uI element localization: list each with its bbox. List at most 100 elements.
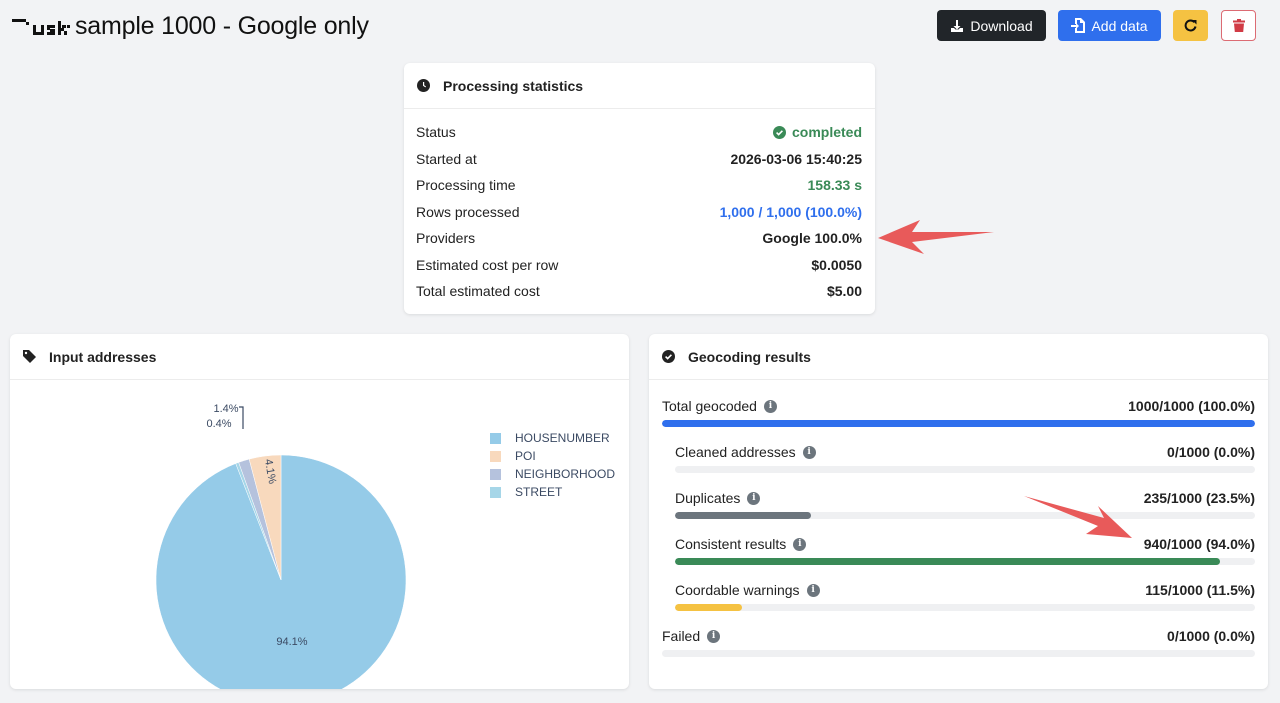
geo-row-label-text: Total geocoded (662, 398, 757, 414)
file-import-icon (1071, 18, 1086, 33)
progress-bar-fill (675, 558, 1221, 565)
info-icon[interactable]: i (763, 399, 777, 413)
page-header: sample 1000 - Google only Download Add d… (0, 0, 1280, 52)
geocoding-results-card: Geocoding results Total geocoded i 1000/… (649, 334, 1268, 689)
legend-swatch (490, 450, 501, 462)
stat-label: Rows processed (416, 204, 520, 220)
pie-label: 0.4% (206, 418, 231, 430)
annotation-arrow-providers (878, 220, 994, 254)
geo-row-label-text: Failed (662, 628, 701, 644)
geo-row-value: 0/1000 (0.0%) (1167, 628, 1255, 644)
geo-row-value: 235/1000 (23.5%) (1143, 490, 1255, 506)
stat-row-started-at: Started at 2026-03-06 15:40:25 (416, 149, 862, 169)
status-badge: completed (772, 124, 862, 140)
delete-button[interactable] (1221, 10, 1256, 41)
stat-row-providers: Providers Google 100.0% (416, 228, 862, 248)
input-addresses-card: Input addresses 94.1% 4.1% 1.4% 0.4% HOUSEN… (10, 334, 629, 689)
geo-row-duplicates: Duplicates i 235/1000 (23.5%) (675, 488, 1255, 508)
info-icon[interactable]: i (802, 445, 816, 459)
leader-line (239, 406, 244, 429)
geo-row-consistent-results: Consistent results i 940/1000 (94.0%) (675, 534, 1255, 554)
geo-row-label-text: Duplicates (675, 490, 741, 506)
stat-row-cost-per-row: Estimated cost per row $0.0050 (416, 255, 862, 275)
add-data-button[interactable]: Add data (1058, 10, 1161, 41)
progress-bar-cleaned-addresses (675, 466, 1255, 473)
stat-label: Status (416, 124, 456, 140)
geocoding-results-header: Geocoding results (649, 334, 1268, 380)
geo-row-total-geocoded: Total geocoded i 1000/1000 (100.0%) (662, 396, 1255, 416)
started-at-value: 2026-03-06 15:40:25 (730, 151, 862, 167)
stat-row-rows-processed: Rows processed 1,000 / 1,000 (100.0%) (416, 202, 862, 222)
legend-swatch (490, 468, 501, 480)
info-icon[interactable]: i (707, 629, 721, 643)
geo-row-label: Cleaned addresses i (675, 444, 816, 460)
geo-row-value: 0/1000 (0.0%) (1167, 444, 1255, 460)
legend-swatch (490, 432, 501, 444)
pie-slice-housenumber[interactable] (155, 454, 407, 689)
geo-row-label-text: Consistent results (675, 536, 787, 552)
processing-time-value: 158.33 s (807, 177, 863, 193)
legend-label: STREET (515, 485, 563, 499)
info-icon[interactable]: i (747, 491, 761, 505)
refresh-button[interactable] (1173, 10, 1208, 41)
info-icon[interactable]: i (793, 537, 807, 551)
download-button-label: Download (970, 17, 1033, 34)
geo-row-label-text: Cleaned addresses (675, 444, 796, 460)
download-button[interactable]: Download (937, 10, 1046, 41)
progress-bar-fill (662, 420, 1255, 427)
geo-row-value: 940/1000 (94.0%) (1143, 536, 1255, 552)
input-addresses-header: Input addresses (10, 334, 629, 380)
geo-row-label: Duplicates i (675, 490, 761, 506)
legend-label: HOUSENUMBER (515, 431, 610, 445)
add-data-button-label: Add data (1091, 17, 1148, 34)
geo-row-cleaned-addresses: Cleaned addresses i 0/1000 (0.0%) (675, 442, 1255, 462)
progress-bar-duplicates (675, 512, 1255, 519)
providers-value: Google 100.0% (762, 230, 862, 246)
stat-row-status: Status completed (416, 122, 862, 142)
refresh-icon (1184, 19, 1197, 32)
pie-chart: 94.1% 4.1% 1.4% 0.4% (155, 403, 407, 689)
stat-label: Providers (416, 230, 476, 246)
geo-row-label: Total geocoded i (662, 398, 777, 414)
page-title: sample 1000 - Google only (75, 12, 369, 40)
logo-icon (12, 19, 70, 35)
processing-statistics-card: Processing statistics Status completed S… (404, 63, 875, 314)
geo-row-label: Failed i (662, 628, 721, 644)
legend-label: POI (515, 449, 536, 463)
geo-row-failed: Failed i 0/1000 (0.0%) (662, 626, 1255, 646)
stat-label: Started at (416, 151, 477, 167)
progress-bar-fill (675, 604, 742, 611)
chart-legend: HOUSENUMBER POI NEIGHBORHOOD STREET (490, 429, 615, 501)
processing-statistics-title: Processing statistics (443, 77, 584, 94)
pie-label: 4.1% (262, 458, 278, 485)
stat-label: Estimated cost per row (416, 257, 559, 273)
tag-icon (23, 350, 36, 363)
pie-slice-poi[interactable] (248, 454, 282, 581)
download-icon (951, 19, 964, 32)
status-value: completed (791, 124, 862, 140)
total-cost-value: $5.00 (826, 283, 862, 299)
trash-icon (1232, 19, 1245, 32)
stat-label: Processing time (416, 177, 516, 193)
geo-row-value: 1000/1000 (100.0%) (1128, 398, 1255, 414)
input-addresses-title: Input addresses (49, 348, 157, 365)
geo-row-coordable-warnings: Coordable warnings i 115/1000 (11.5%) (675, 580, 1255, 600)
legend-item-poi[interactable]: POI (490, 447, 615, 465)
rows-processed-value: 1,000 / 1,000 (100.0%) (719, 204, 862, 220)
legend-swatch (490, 486, 501, 498)
legend-label: NEIGHBORHOOD (515, 467, 616, 481)
check-circle-icon (772, 125, 786, 139)
progress-bar-total-geocoded (662, 420, 1255, 427)
info-icon[interactable]: i (806, 583, 820, 597)
geo-row-value: 115/1000 (11.5%) (1145, 582, 1255, 598)
legend-item-neighborhood[interactable]: NEIGHBORHOOD (490, 465, 615, 483)
pie-label: 1.4% (213, 403, 238, 415)
progress-bar-failed (662, 650, 1255, 657)
cost-per-row-value: $0.0050 (811, 257, 862, 273)
geocoding-results-title: Geocoding results (688, 348, 811, 365)
legend-item-street[interactable]: STREET (490, 483, 615, 501)
progress-bar-fill (675, 512, 812, 519)
clock-icon (417, 79, 430, 92)
stat-row-total-cost: Total estimated cost $5.00 (416, 281, 862, 301)
legend-item-housenumber[interactable]: HOUSENUMBER (490, 429, 615, 447)
